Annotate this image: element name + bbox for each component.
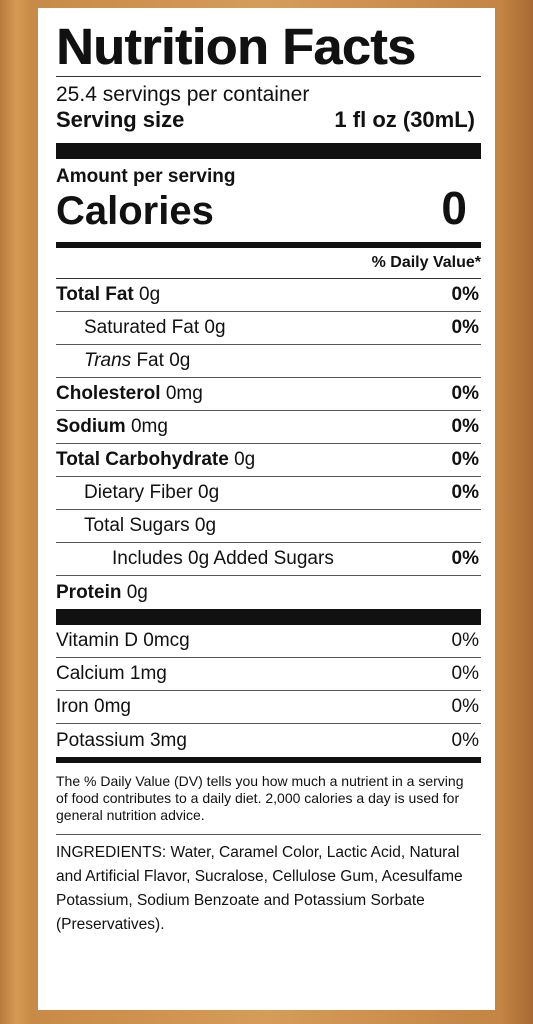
nutrient-amount: 0g	[194, 515, 217, 536]
medium-divider	[56, 242, 481, 248]
vitamin-row: Calcium 1mg 0%	[56, 658, 481, 691]
daily-value-header: % Daily Value*	[56, 248, 481, 279]
nutrient-row: Total Fat 0g 0%	[56, 279, 481, 312]
vitamin-dv: 0%	[451, 696, 479, 717]
nutrient-amount: 0g	[169, 350, 191, 371]
servings-per-container: 25.4 servings per container	[56, 83, 310, 106]
vitamin-text: Potassium 3mg	[56, 729, 187, 751]
calories-label: Calories	[56, 189, 214, 233]
nutrient-row: Cholesterol 0mg 0%	[56, 378, 481, 411]
vitamin-row: Vitamin D 0mcg 0%	[56, 625, 481, 658]
nutrient-amount: 0g	[234, 449, 256, 470]
vitamin-text: Vitamin D 0mcg	[56, 630, 190, 651]
divider	[56, 76, 481, 77]
serving-size-row: Serving size 1 fl oz (30mL)	[56, 107, 481, 133]
nutrient-dv: 0%	[451, 416, 479, 437]
nutrient-name: Dietary Fiber	[84, 482, 193, 503]
nutrient-name-italic: Trans	[84, 350, 132, 371]
nutrient-name: Total Fat	[56, 284, 134, 305]
vitamin-dv: 0%	[451, 729, 479, 751]
nutrient-dv: 0%	[451, 317, 479, 338]
vitamin-row: Iron 0mg 0%	[56, 691, 481, 724]
vitamin-dv: 0%	[451, 663, 479, 684]
medium-divider	[56, 757, 481, 763]
calories-value: 0	[441, 182, 467, 234]
amount-per-serving: Amount per serving	[56, 166, 236, 187]
daily-value-footnote: The % Daily Value (DV) tells you how muc…	[56, 773, 481, 835]
nutrient-dv: 0%	[451, 482, 479, 503]
nutrient-name: Cholesterol	[56, 383, 161, 404]
nutrient-name: Fat	[136, 350, 164, 371]
nutrient-row: Total Carbohydrate 0g 0%	[56, 444, 481, 477]
nutrient-row: Sodium 0mg 0%	[56, 411, 481, 444]
nutrient-dv: 0%	[451, 548, 479, 569]
nutrition-label: Nutrition Facts 25.4 servings per contai…	[38, 8, 495, 1010]
nutrient-name: Includes 0g Added Sugars	[112, 548, 334, 569]
nutrient-dv: 0%	[451, 383, 479, 404]
nutrient-row: Dietary Fiber 0g 0%	[56, 477, 481, 510]
vitamin-text: Calcium 1mg	[56, 663, 167, 684]
nutrient-name: Sodium	[56, 416, 126, 437]
nutrient-row: Total Sugars 0g	[56, 510, 481, 543]
nutrient-name: Total Sugars	[84, 515, 190, 536]
calories-row: Calories 0	[56, 182, 481, 234]
nutrient-row: Saturated Fat 0g 0%	[56, 312, 481, 345]
vitamin-text: Iron 0mg	[56, 696, 131, 717]
label-title: Nutrition Facts	[56, 18, 416, 75]
nutrient-name: Total Carbohydrate	[56, 449, 229, 470]
thick-divider	[56, 609, 481, 625]
nutrient-amount: 0g	[126, 581, 148, 603]
serving-size-label: Serving size	[56, 107, 185, 132]
ingredients-list: INGREDIENTS: Water, Caramel Color, Lacti…	[56, 844, 463, 933]
nutrient-amount: 0mg	[165, 383, 203, 404]
nutrient-row: Trans Fat 0g	[56, 345, 481, 378]
vitamin-dv: 0%	[451, 630, 479, 651]
vitamin-row: Potassium 3mg 0%	[56, 724, 481, 757]
serving-size-value: 1 fl oz (30mL)	[334, 107, 475, 132]
nutrient-amount: 0g	[198, 482, 220, 503]
nutrient-name: Protein	[56, 581, 122, 603]
nutrient-dv: 0%	[451, 284, 479, 305]
nutrient-amount: 0mg	[130, 416, 168, 437]
nutrient-row: Protein 0g	[56, 576, 481, 609]
nutrient-row: Includes 0g Added Sugars 0%	[56, 543, 481, 576]
thick-divider	[56, 143, 481, 159]
nutrient-amount: 0g	[139, 284, 161, 305]
nutrient-amount: 0g	[204, 317, 226, 338]
nutrient-name: Saturated Fat	[84, 317, 200, 338]
nutrient-dv: 0%	[451, 449, 479, 470]
